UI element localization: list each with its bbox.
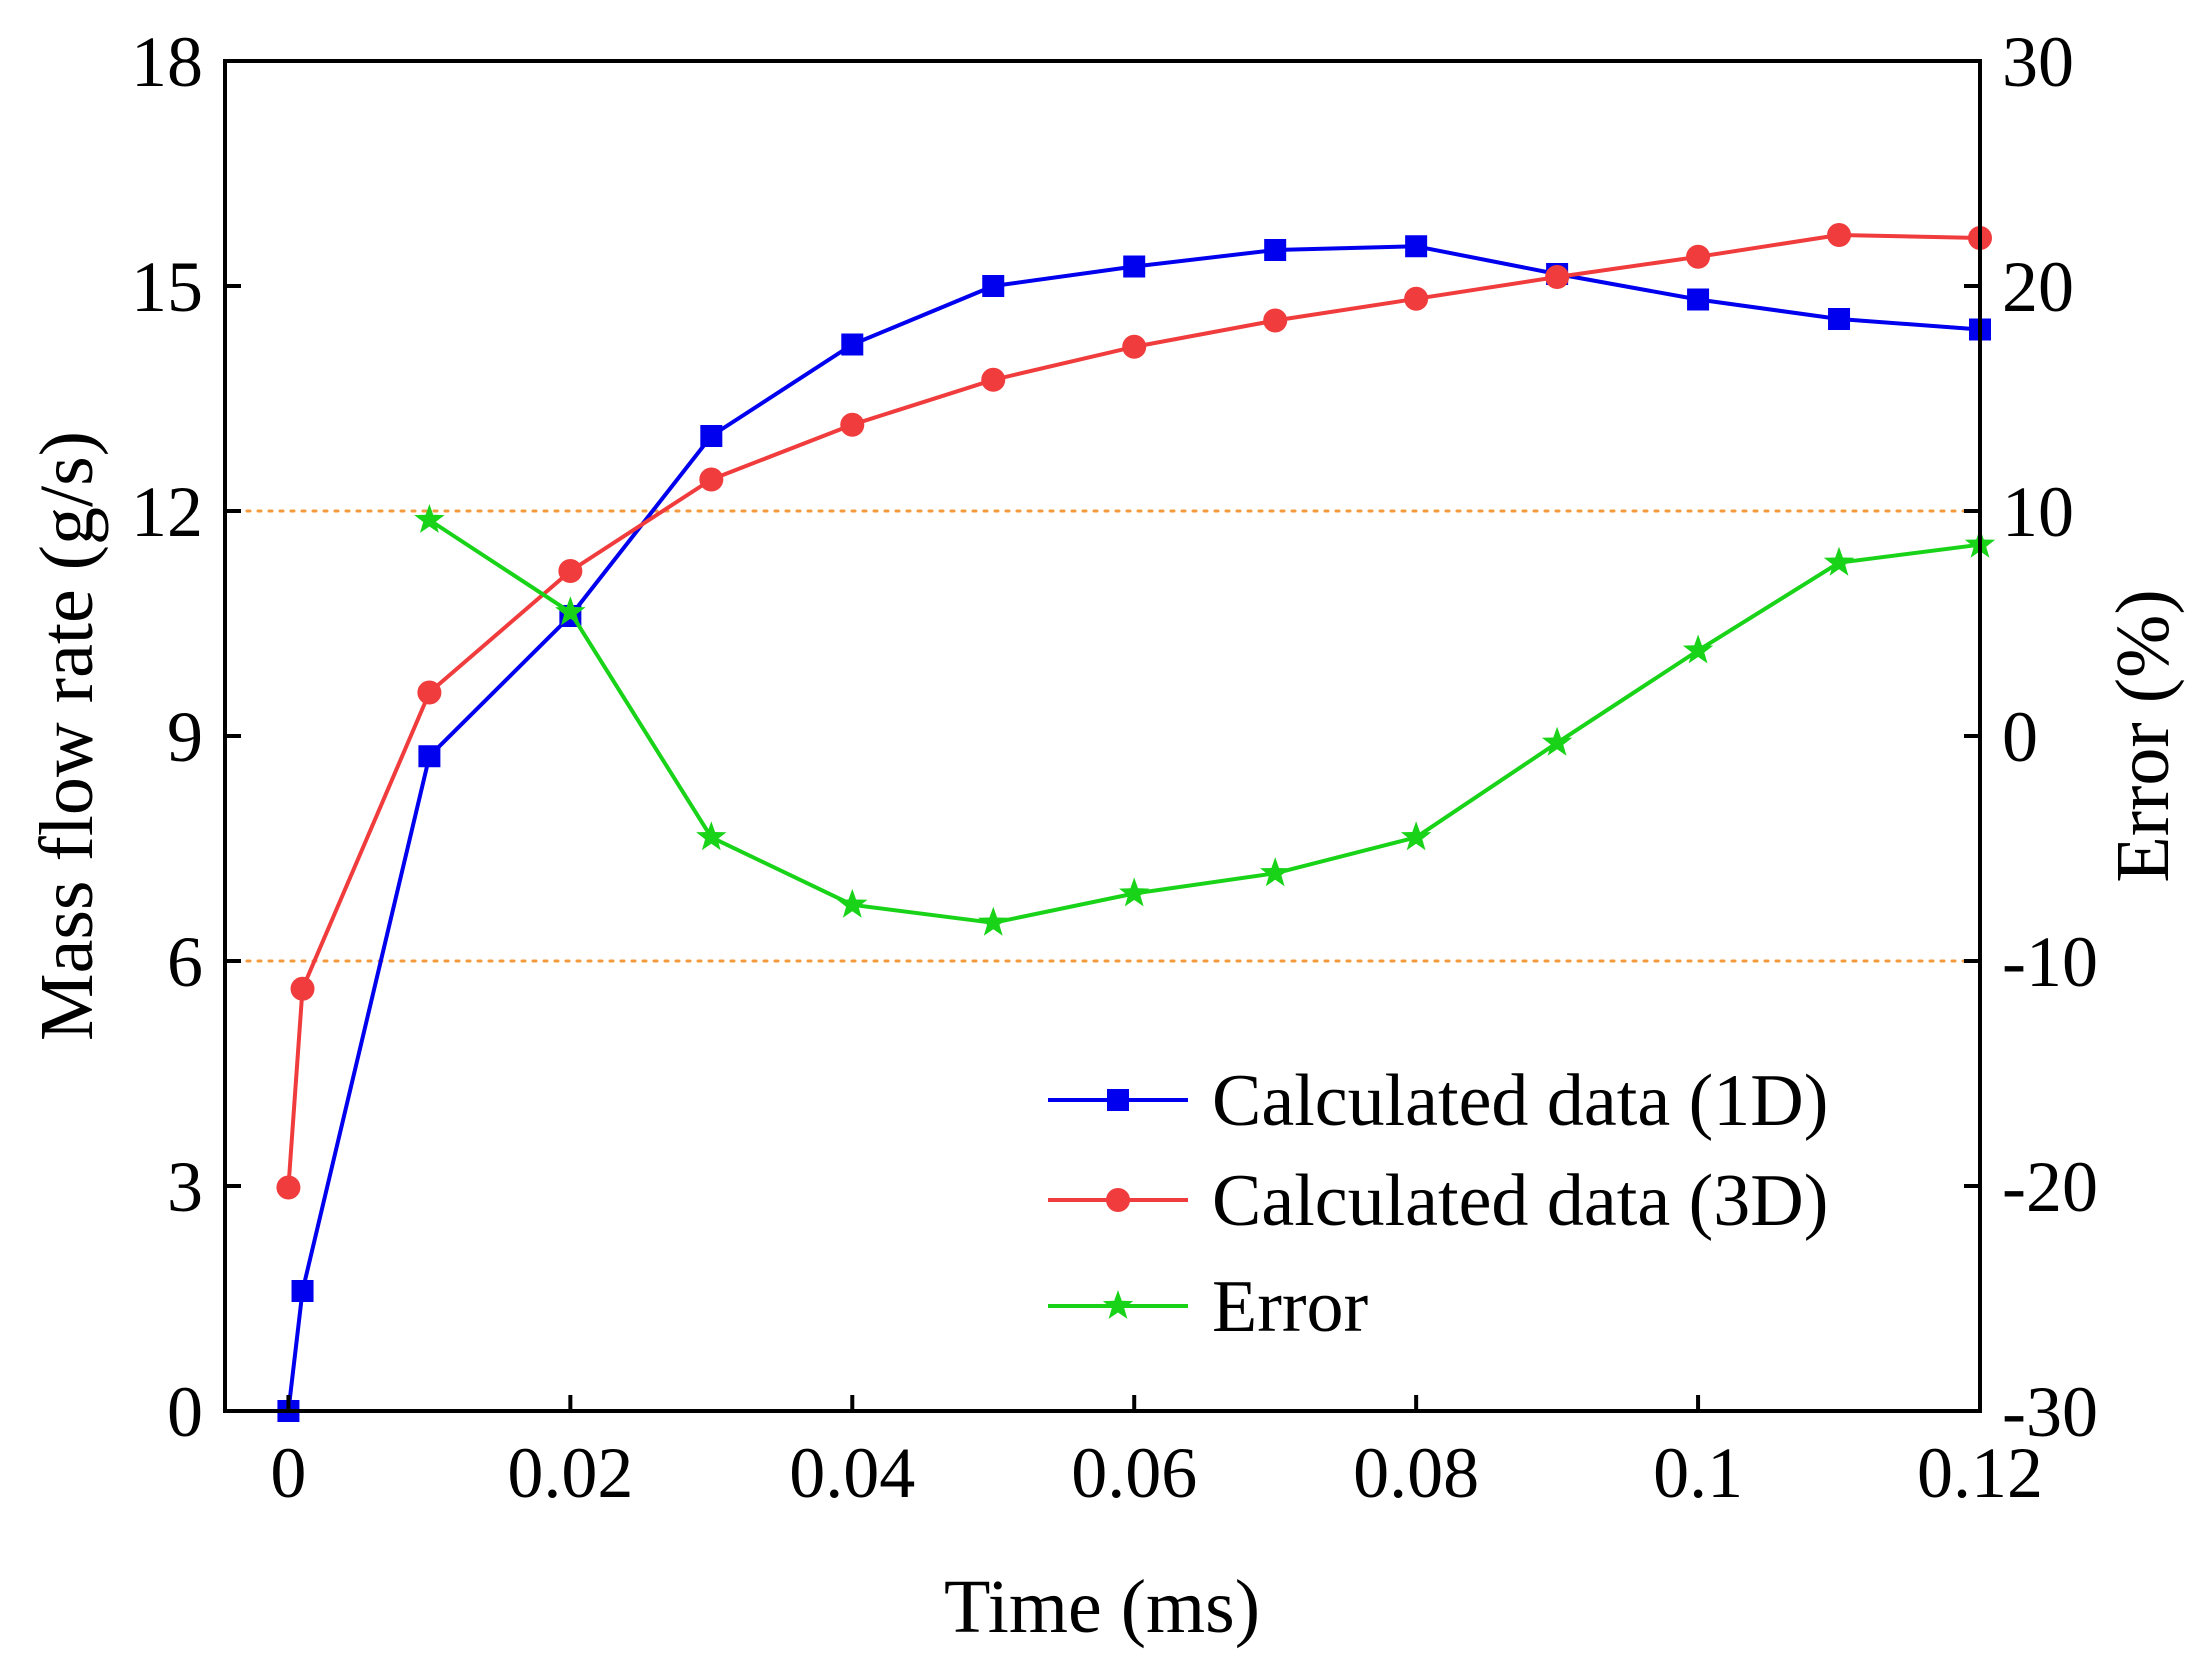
series-0-point-9 [1405, 235, 1428, 258]
y-tick-label-5: 15 [131, 247, 203, 327]
series-1-point-2 [417, 680, 442, 705]
series-2-point-2 [696, 821, 727, 851]
series-0-point-2 [418, 745, 441, 768]
series-2-point-5 [1119, 877, 1150, 907]
series-1-point-12 [1827, 223, 1852, 247]
legend-label-1: Calculated data (3D) [1212, 1160, 1828, 1242]
series-1-point-1 [290, 976, 315, 1001]
series-0-point-6 [982, 275, 1005, 297]
series-1-point-6 [981, 367, 1006, 392]
y-axis-title: Mass flow rate (g/s) [25, 431, 109, 1041]
y-tick-label-1: 3 [167, 1147, 203, 1227]
y2-tick-label-1: -20 [2002, 1147, 2098, 1227]
series-1-point-0 [276, 1175, 301, 1200]
legend-item-1: Calculated data (3D) [1048, 1160, 1828, 1242]
legend-item-0: Calculated data (1D) [1048, 1060, 1828, 1142]
y2-tick-label-0: -30 [2002, 1372, 2098, 1452]
series-1-point-7 [1122, 334, 1147, 359]
legend: Calculated data (1D) Calculated data (3D)… [1048, 1060, 1828, 1348]
series-0-point-1 [291, 1280, 314, 1302]
series-line-1 [286, 233, 1981, 1188]
ticks-layer: 0 0.02 0.04 0.06 0.08 0.1 0.12 0 3 6 9 12 15 18 -30 -20… [131, 22, 2098, 1513]
x-tick-label-6: 0.12 [1917, 1433, 2043, 1513]
legend-swatch-marker-1 [1106, 1188, 1130, 1212]
series-1-point-10 [1545, 265, 1570, 289]
legend-label-0: Calculated data (1D) [1212, 1060, 1828, 1142]
reference-lines [223, 509, 1982, 963]
series-2 [414, 504, 1996, 936]
y2-tick-label-4: 10 [2002, 472, 2074, 552]
series-0-point-11 [1687, 288, 1710, 311]
y2-axis-title: Error (%) [2101, 589, 2185, 882]
series-2-point-4 [978, 906, 1009, 936]
series-2-point-0 [414, 504, 445, 533]
x-tick-label-1: 0.02 [507, 1433, 633, 1513]
y-tick-label-2: 6 [167, 922, 203, 1002]
y2-tick-label-6: 30 [2002, 22, 2074, 102]
series-2-point-8 [1541, 726, 1573, 756]
series-0-point-12 [1828, 308, 1851, 330]
y-tick-label-3: 9 [167, 697, 203, 777]
x-axis-title: Time (ms) [944, 1565, 1260, 1649]
y2-tick-label-5: 20 [2002, 247, 2074, 327]
series-1-point-4 [699, 467, 724, 492]
series-2-point-3 [837, 888, 868, 918]
series-2-point-7 [1400, 821, 1432, 851]
series-line-2 [428, 518, 1981, 925]
legend-swatch-marker-2 [1102, 1290, 1134, 1319]
series-0-point-7 [1123, 255, 1146, 278]
x-tick-label-5: 0.1 [1653, 1433, 1743, 1513]
legend-label-2: Error [1212, 1266, 1368, 1348]
series-1-point-8 [1263, 308, 1288, 333]
series-0 [277, 235, 1991, 1422]
series-2-point-10 [1823, 546, 1855, 576]
x-tick-label-0: 0 [270, 1433, 306, 1513]
series-1 [276, 223, 1992, 1200]
series-2-point-6 [1260, 857, 1291, 887]
series-2-point-1 [555, 596, 586, 626]
legend-item-2: Error [1048, 1266, 1368, 1348]
y2-tick-label-3: 0 [2002, 697, 2038, 777]
y-tick-label-0: 0 [167, 1372, 203, 1452]
y2-tick-label-2: -10 [2002, 922, 2098, 1002]
series-1-point-11 [1686, 244, 1711, 269]
series-0-point-8 [1264, 239, 1287, 261]
series-2-point-9 [1682, 634, 1714, 664]
series-1-point-5 [840, 412, 865, 437]
series-1-point-3 [558, 559, 583, 583]
series-1-point-9 [1404, 286, 1429, 311]
x-tick-label-2: 0.04 [789, 1433, 915, 1513]
series-line-0 [286, 244, 1981, 1412]
x-tick-label-4: 0.08 [1353, 1433, 1479, 1513]
series-0-point-5 [841, 333, 864, 356]
series-layer [276, 223, 1996, 1422]
y-tick-label-6: 18 [131, 22, 203, 102]
legend-swatch-marker-0 [1107, 1089, 1129, 1111]
series-0-point-4 [700, 425, 723, 447]
x-tick-label-3: 0.06 [1071, 1433, 1197, 1513]
y-tick-label-4: 12 [131, 472, 203, 552]
